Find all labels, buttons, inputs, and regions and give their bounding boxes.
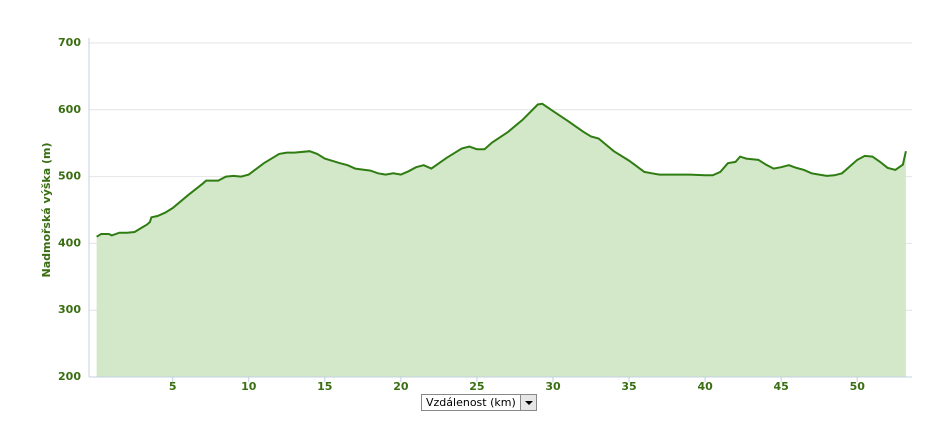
y-tick-label: 300 (58, 303, 81, 316)
x-tick-label: 30 (545, 380, 561, 393)
x-tick-label: 10 (241, 380, 257, 393)
y-tick-label: 700 (58, 36, 81, 49)
x-tick-label: 50 (850, 380, 866, 393)
x-tick-label: 35 (621, 380, 636, 393)
x-tick-label: 45 (774, 380, 789, 393)
x-tick-label: 15 (317, 380, 332, 393)
y-tick-label: 600 (58, 103, 81, 116)
y-axis-label: Nadmořská výška (m) (40, 142, 53, 277)
area (96, 103, 906, 378)
x-tick-label: 25 (469, 380, 484, 393)
line (96, 102, 907, 238)
dropdown-button[interactable] (519, 395, 536, 410)
y-tick-label: 500 (58, 170, 81, 183)
x-tick-label: 20 (393, 380, 409, 393)
x-axis-select[interactable]: Vzdálenost (km) (421, 394, 537, 411)
x-axis-label: Vzdálenost (km) (426, 396, 516, 409)
y-tick-label: 400 (58, 236, 81, 249)
x-tick-label: 40 (697, 380, 713, 393)
x-tick-label: 5 (169, 380, 177, 393)
y-tick-label: 200 (58, 370, 81, 383)
